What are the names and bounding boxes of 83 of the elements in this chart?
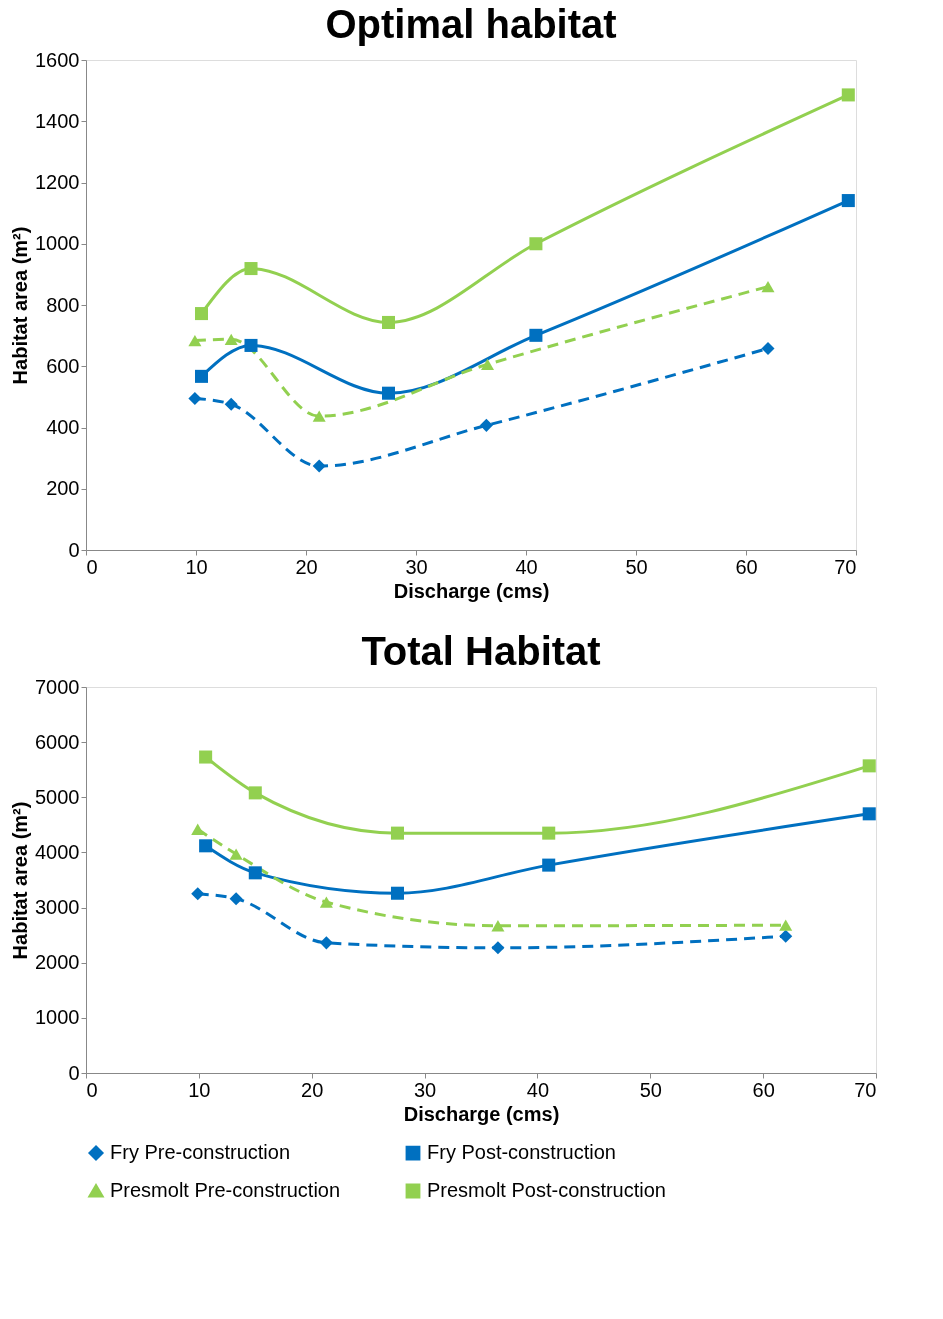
legend-label: Presmolt Pre-construction <box>110 1179 341 1201</box>
point <box>542 826 556 840</box>
y-tick-label: 600 <box>46 354 80 377</box>
y-tick-label: 6000 <box>35 730 80 753</box>
y-tick-label: 1000 <box>35 1006 80 1029</box>
point <box>248 786 262 800</box>
point <box>244 262 258 276</box>
point <box>319 896 333 908</box>
y-tick-label: 7000 <box>35 675 80 698</box>
x-tick-label: 60 <box>735 555 758 578</box>
point <box>199 839 213 853</box>
x-axis-title: Discharge (cms) <box>403 1102 560 1125</box>
x-tick-label: 40 <box>515 555 538 578</box>
x-tick-label: 20 <box>301 1078 324 1101</box>
y-tick-label: 1400 <box>35 109 80 132</box>
point <box>188 391 202 405</box>
point <box>191 887 205 901</box>
chart-title: Optimal habitat <box>325 2 617 46</box>
y-tick-label: 2000 <box>35 951 80 974</box>
legend-label: Fry Post-construction <box>427 1141 616 1164</box>
point <box>390 886 404 900</box>
point <box>248 866 262 880</box>
point <box>381 315 396 329</box>
point <box>244 338 258 352</box>
point <box>188 334 202 347</box>
x-tick-label: 30 <box>413 1078 437 1101</box>
y-tick-label: 1600 <box>35 48 80 71</box>
x-tick-label: 30 <box>405 555 428 578</box>
point <box>529 237 543 251</box>
x-axis-title: Discharge (cms) <box>393 579 550 602</box>
point <box>381 386 396 400</box>
y-tick-label: 0 <box>68 538 80 561</box>
x-tick-label: 10 <box>185 555 208 578</box>
y-tick-label: 3000 <box>35 896 80 919</box>
point <box>491 941 505 955</box>
y-tick-label: 1000 <box>35 232 80 255</box>
y-tick-label: 200 <box>46 477 80 500</box>
point <box>224 333 238 345</box>
y-tick-label: 400 <box>46 416 80 438</box>
point <box>229 848 243 860</box>
point <box>841 194 855 208</box>
x-tick-label: 0 <box>86 555 98 578</box>
point <box>841 88 855 102</box>
point <box>862 807 876 821</box>
x-tick-label: 70 <box>854 1078 877 1101</box>
x-tick-label: 0 <box>86 1078 98 1101</box>
y-tick-label: 1200 <box>35 171 80 193</box>
legend-label: Fry Pre-construction <box>110 1141 291 1164</box>
point <box>199 750 213 764</box>
y-tick-label: 800 <box>46 293 80 316</box>
x-tick-label: 20 <box>295 555 318 578</box>
x-tick-label: 40 <box>526 1078 550 1101</box>
point <box>862 759 876 773</box>
legend-label: Presmolt Post-construction <box>427 1179 666 1201</box>
point <box>542 858 556 872</box>
x-tick-label: 70 <box>834 555 857 578</box>
point <box>480 358 495 371</box>
point <box>479 418 493 432</box>
point <box>761 341 775 356</box>
point <box>312 459 326 473</box>
point <box>229 892 243 906</box>
x-tick-label: 10 <box>188 1078 211 1101</box>
point <box>761 280 775 293</box>
point <box>194 307 209 321</box>
y-tick-label: 5000 <box>35 785 80 808</box>
point <box>779 929 793 943</box>
point <box>529 328 543 342</box>
point <box>779 919 793 931</box>
x-tick-label: 50 <box>639 1078 662 1101</box>
y-axis-title: Habitat area (m²) <box>9 801 32 960</box>
point <box>191 823 205 835</box>
point <box>390 826 404 840</box>
point <box>194 369 209 383</box>
chart-title: Total Habitat <box>361 629 601 673</box>
point <box>312 410 326 422</box>
x-tick-label: 50 <box>625 555 648 578</box>
y-tick-label: 0 <box>68 1061 80 1084</box>
point <box>224 397 238 411</box>
y-axis-title: Habitat area (m²) <box>9 226 32 385</box>
point <box>491 920 505 932</box>
point <box>319 936 333 950</box>
y-tick-label: 4000 <box>35 840 80 863</box>
x-tick-label: 60 <box>752 1078 775 1101</box>
